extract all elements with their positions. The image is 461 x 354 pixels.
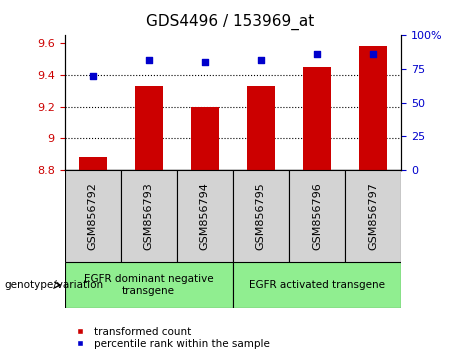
Text: genotype/variation: genotype/variation — [5, 280, 104, 290]
Text: EGFR dominant negative
transgene: EGFR dominant negative transgene — [84, 274, 213, 296]
Bar — [359, 46, 387, 170]
Text: GSM856796: GSM856796 — [312, 182, 322, 250]
Bar — [65, 262, 233, 308]
Point — [257, 57, 265, 62]
Text: GSM856793: GSM856793 — [144, 182, 154, 250]
Bar — [233, 170, 289, 262]
Bar — [345, 170, 401, 262]
Bar — [135, 86, 163, 170]
Text: GSM856792: GSM856792 — [88, 182, 98, 250]
Text: GSM856794: GSM856794 — [200, 182, 210, 250]
Point — [89, 73, 96, 79]
Bar — [121, 170, 177, 262]
Bar — [65, 170, 121, 262]
Bar — [177, 170, 233, 262]
Bar — [289, 170, 345, 262]
Text: GSM856795: GSM856795 — [256, 182, 266, 250]
Point — [313, 51, 321, 57]
Point — [369, 51, 377, 57]
Bar — [247, 86, 275, 170]
Bar — [78, 157, 106, 170]
Text: GSM856797: GSM856797 — [368, 182, 378, 250]
Point — [145, 57, 152, 62]
Legend: transformed count, percentile rank within the sample: transformed count, percentile rank withi… — [70, 327, 270, 349]
Text: EGFR activated transgene: EGFR activated transgene — [249, 280, 385, 290]
Bar — [191, 107, 219, 170]
Point — [201, 59, 208, 65]
Text: GDS4496 / 153969_at: GDS4496 / 153969_at — [147, 14, 314, 30]
Bar — [303, 67, 331, 170]
Bar — [233, 262, 401, 308]
